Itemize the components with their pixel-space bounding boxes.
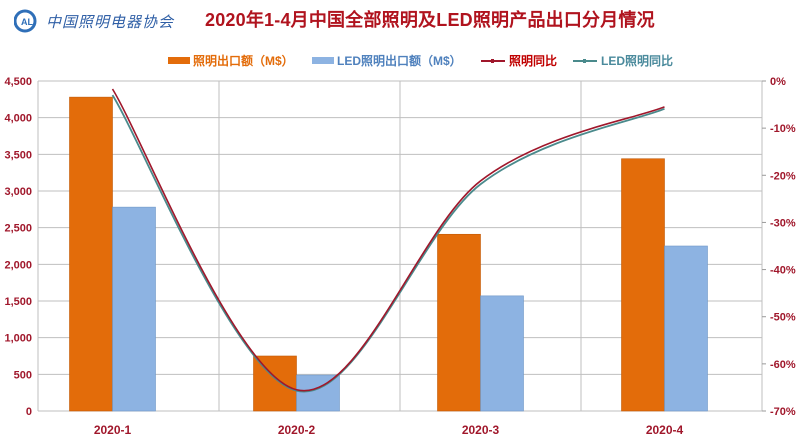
right-axis-tick: -50% xyxy=(770,312,796,324)
right-axis-tick: 0% xyxy=(770,76,786,88)
bar-lighting-export xyxy=(621,158,665,412)
legend-label: 照明同比 xyxy=(509,54,558,68)
right-axis-tick: -70% xyxy=(770,406,796,418)
legend-item-led-export: LED照明出口额（M$） xyxy=(312,52,462,69)
line-led-yoy xyxy=(111,94,665,393)
bar-led-export xyxy=(480,295,524,412)
legend-item-lighting-export: 照明出口额（M$） xyxy=(168,52,294,69)
left-axis-tick: 2,000 xyxy=(4,259,32,271)
left-axis-tick: 0 xyxy=(26,406,32,418)
association-logo: ALI 中国照明电器协会 xyxy=(13,6,175,36)
category-label: 2020-2 xyxy=(278,423,316,437)
left-axis-tick: 4,000 xyxy=(4,113,32,125)
left-axis-tick: 4,500 xyxy=(4,76,32,88)
left-axis-tick: 1,500 xyxy=(4,296,32,308)
legend-label: LED照明同比 xyxy=(601,54,674,68)
chart-legend: 照明出口额（M$） LED照明出口额（M$） 照明同比 LED照明同比 xyxy=(0,52,800,68)
orange-bar-swatch-icon xyxy=(168,57,190,64)
bar-led-export xyxy=(664,245,708,412)
blue-bar-swatch-icon xyxy=(312,57,334,64)
teal-line-marker-icon xyxy=(573,58,597,63)
right-axis-tick: -60% xyxy=(770,359,796,371)
right-axis-tick: -20% xyxy=(770,170,796,182)
left-axis-tick: 2,500 xyxy=(4,223,32,235)
bar-led-export xyxy=(112,206,156,412)
legend-label: LED照明出口额（M$） xyxy=(337,54,462,68)
legend-item-lighting-yoy: 照明同比 xyxy=(481,52,557,69)
bar-lighting-export xyxy=(253,355,297,412)
right-axis-tick: -10% xyxy=(770,123,796,135)
category-label: 2020-1 xyxy=(94,423,132,437)
legend-item-led-yoy: LED照明同比 xyxy=(573,52,673,69)
legend-label: 照明出口额（M$） xyxy=(193,54,294,68)
svg-text:ALI: ALI xyxy=(21,17,36,27)
chart-title: 2020年1-4月中国全部照明及LED照明产品出口分月情况 xyxy=(205,10,655,30)
left-axis-tick: 3,500 xyxy=(4,149,32,161)
line-lighting-yoy xyxy=(111,88,665,392)
left-axis-tick: 500 xyxy=(14,369,32,381)
bar-lighting-export xyxy=(69,96,113,412)
category-label: 2020-4 xyxy=(646,423,684,437)
red-line-marker-icon xyxy=(481,58,505,63)
bar-led-export xyxy=(296,374,340,412)
left-axis-tick: 1,000 xyxy=(4,333,32,345)
left-axis-tick: 3,000 xyxy=(4,186,32,198)
right-axis-tick: -30% xyxy=(770,217,796,229)
logo-text: 中国照明电器协会 xyxy=(46,12,175,31)
bar-lighting-export xyxy=(437,233,481,412)
category-label: 2020-3 xyxy=(462,423,500,437)
right-axis-tick: -40% xyxy=(770,265,796,277)
cali-logo-icon: ALI xyxy=(13,9,42,33)
